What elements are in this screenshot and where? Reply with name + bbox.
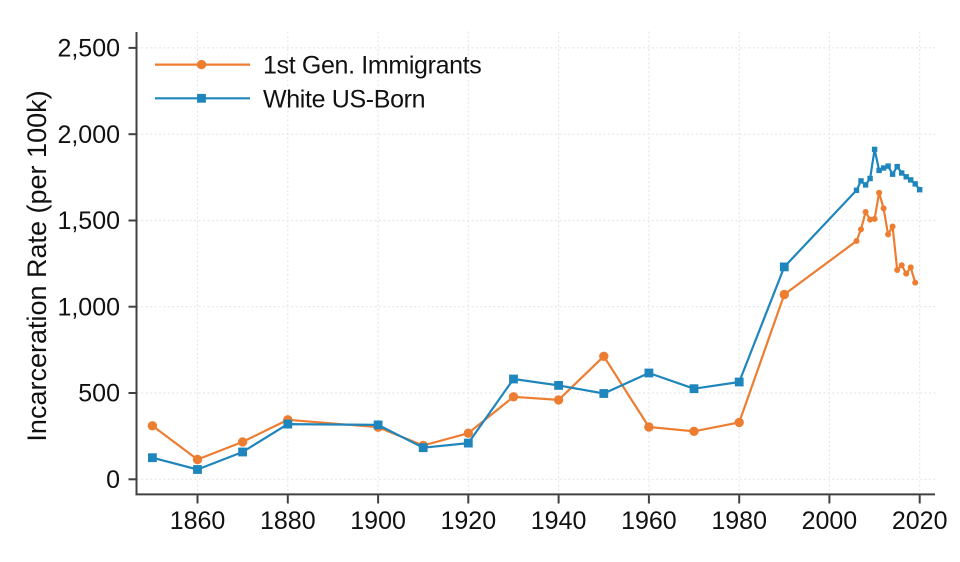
svg-text:0: 0: [106, 466, 120, 494]
svg-text:White US-Born: White US-Born: [263, 85, 425, 113]
svg-text:1st Gen. Immigrants: 1st Gen. Immigrants: [263, 52, 481, 80]
svg-text:1860: 1860: [170, 507, 226, 535]
svg-text:2000: 2000: [802, 507, 858, 535]
svg-text:1960: 1960: [621, 507, 677, 535]
svg-text:2020: 2020: [892, 507, 948, 535]
svg-text:Incarceration Rate (per 100k): Incarceration Rate (per 100k): [22, 90, 52, 441]
svg-text:1940: 1940: [531, 507, 587, 535]
svg-text:2,500: 2,500: [57, 35, 120, 63]
svg-text:1880: 1880: [260, 507, 316, 535]
svg-text:1,000: 1,000: [57, 293, 120, 321]
svg-text:1,500: 1,500: [57, 207, 120, 235]
svg-text:500: 500: [78, 380, 120, 408]
svg-text:1920: 1920: [440, 507, 496, 535]
svg-text:1980: 1980: [711, 507, 767, 535]
svg-text:1900: 1900: [350, 507, 406, 535]
svg-text:2,000: 2,000: [57, 121, 120, 149]
